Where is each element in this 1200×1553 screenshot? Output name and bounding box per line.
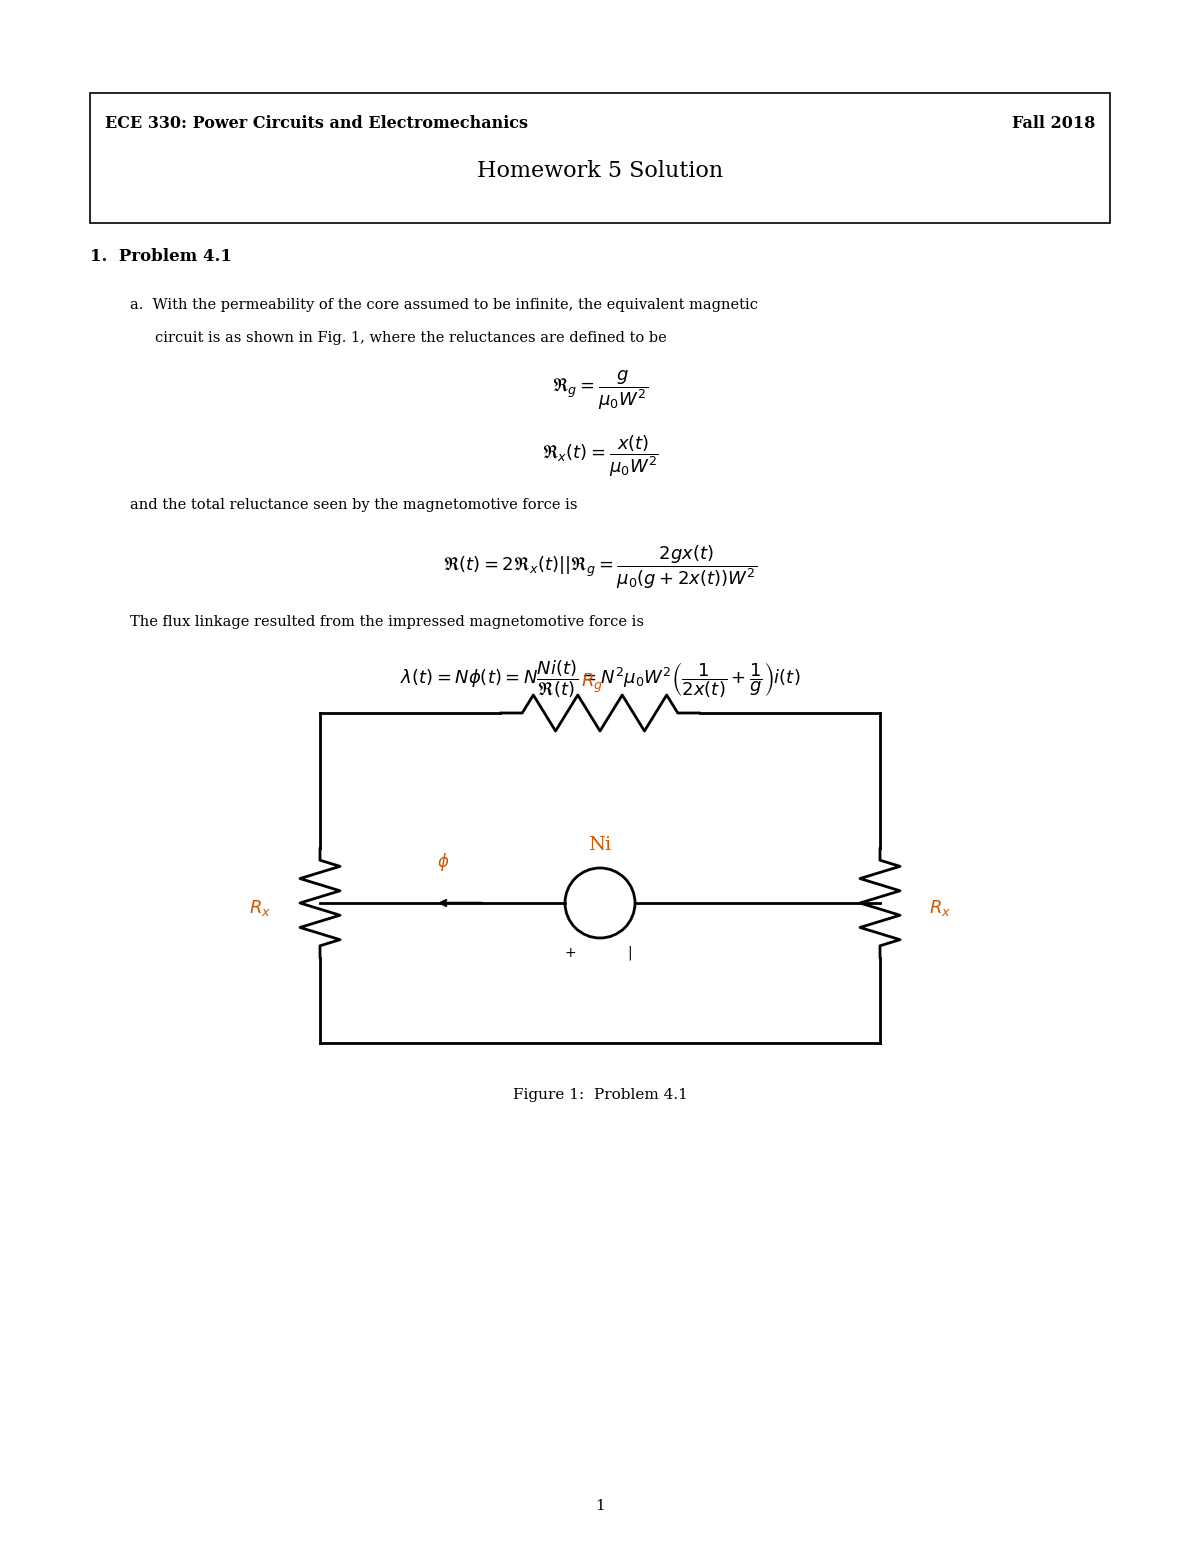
Text: $\mathfrak{R}_g = \dfrac{g}{\mu_0 W^2}$: $\mathfrak{R}_g = \dfrac{g}{\mu_0 W^2}$ (552, 368, 648, 412)
Text: ECE 330: Power Circuits and Electromechanics: ECE 330: Power Circuits and Electromecha… (106, 115, 528, 132)
Text: circuit is as shown in Fig. 1, where the reluctances are defined to be: circuit is as shown in Fig. 1, where the… (155, 331, 667, 345)
Text: $\mathfrak{R}_x(t) = \dfrac{x(t)}{\mu_0 W^2}$: $\mathfrak{R}_x(t) = \dfrac{x(t)}{\mu_0 … (541, 433, 659, 478)
FancyBboxPatch shape (90, 93, 1110, 224)
Text: The flux linkage resulted from the impressed magnetomotive force is: The flux linkage resulted from the impre… (130, 615, 644, 629)
Text: |: | (628, 946, 632, 960)
Text: $\mathfrak{R}(t) = 2\mathfrak{R}_x(t)||\mathfrak{R}_g = \dfrac{2gx(t)}{\mu_0(g +: $\mathfrak{R}(t) = 2\mathfrak{R}_x(t)||\… (443, 544, 757, 590)
Text: Figure 1:  Problem 4.1: Figure 1: Problem 4.1 (512, 1089, 688, 1103)
Text: $R_g$: $R_g$ (581, 672, 604, 696)
Text: $\phi$: $\phi$ (437, 851, 449, 873)
Text: 1: 1 (595, 1499, 605, 1513)
Text: 1.  Problem 4.1: 1. Problem 4.1 (90, 248, 232, 266)
Text: Homework 5 Solution: Homework 5 Solution (476, 160, 724, 182)
Text: Fall 2018: Fall 2018 (1012, 115, 1096, 132)
Text: and the total reluctance seen by the magnetomotive force is: and the total reluctance seen by the mag… (130, 499, 577, 512)
Text: $R_x$: $R_x$ (929, 898, 952, 918)
Text: Ni: Ni (588, 836, 612, 854)
Text: a.  With the permeability of the core assumed to be infinite, the equivalent mag: a. With the permeability of the core ass… (130, 298, 758, 312)
Text: $\lambda(t) = N\phi(t) = N\dfrac{Ni(t)}{\mathfrak{R}(t)} = N^2\mu_0 W^2\left(\df: $\lambda(t) = N\phi(t) = N\dfrac{Ni(t)}{… (400, 658, 800, 700)
Text: +: + (564, 946, 576, 960)
Text: $R_x$: $R_x$ (248, 898, 271, 918)
